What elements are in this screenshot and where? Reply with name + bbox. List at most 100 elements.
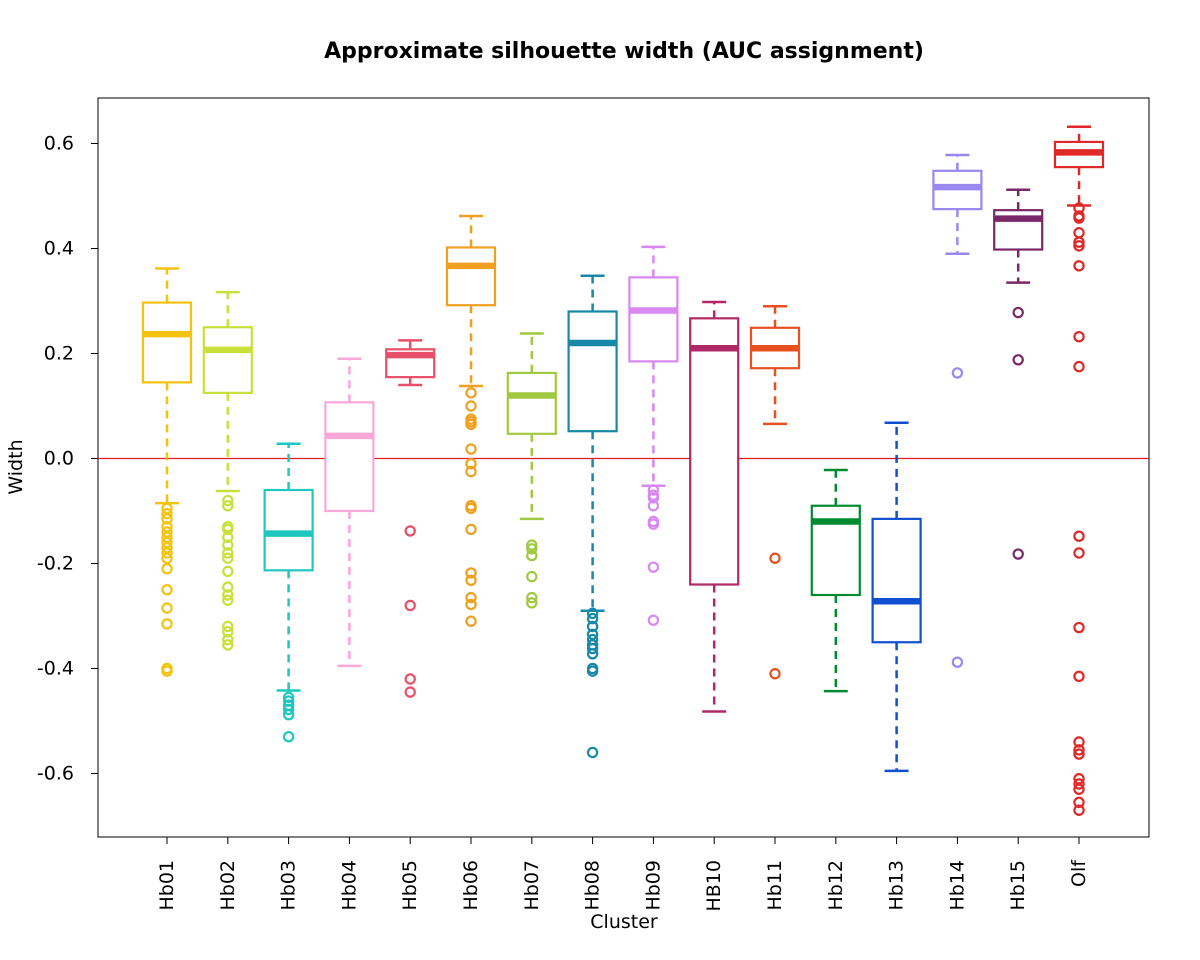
outlier-point <box>222 633 234 646</box>
outlier-point <box>465 387 477 399</box>
x-tick-label: Hb13 <box>886 860 908 911</box>
outlier-point <box>1073 240 1085 252</box>
outlier-point <box>1073 360 1085 373</box>
outlier-point <box>586 648 599 660</box>
outlier-point <box>161 513 173 525</box>
box-group <box>932 153 983 668</box>
x-tick-label: Hb06 <box>460 860 482 911</box>
outlier-point <box>1012 306 1024 319</box>
box-group <box>445 214 497 627</box>
outlier-point <box>1073 670 1085 683</box>
outlier-point <box>526 543 538 555</box>
x-tick-label: Hb02 <box>217 860 239 911</box>
outlier-point <box>161 665 173 677</box>
outlier-point <box>222 500 234 512</box>
box-group <box>1053 125 1105 816</box>
outlier-point <box>647 518 660 530</box>
box-group <box>749 305 801 680</box>
outlier-point <box>404 599 416 612</box>
outlier-point <box>1073 796 1085 809</box>
y-tick-label: -0.2 <box>37 553 74 575</box>
outlier-point <box>161 507 173 520</box>
outlier-point <box>769 552 781 564</box>
x-tick-label: Hb15 <box>1007 860 1029 911</box>
outlier-point <box>526 570 538 583</box>
outlier-point <box>161 536 173 549</box>
box <box>445 246 497 307</box>
outlier-point <box>222 565 234 578</box>
outlier-point <box>1073 778 1085 790</box>
outlier-point <box>526 591 538 604</box>
outlier-point <box>1073 547 1085 559</box>
box-group <box>628 245 679 626</box>
outlier-point <box>586 746 599 759</box>
outlier-point <box>526 539 538 551</box>
x-tick-label: Hb05 <box>399 860 421 911</box>
box-group <box>141 267 193 677</box>
box-group <box>506 332 557 609</box>
outlier-point <box>1073 260 1085 272</box>
outlier-point <box>647 614 660 626</box>
outlier-point <box>526 597 538 609</box>
outlier-point <box>586 620 599 633</box>
outlier-point <box>222 531 234 543</box>
outlier-point <box>1073 748 1085 760</box>
outlier-point <box>769 668 781 680</box>
outlier-point <box>647 500 660 512</box>
outlier-point <box>1073 804 1085 816</box>
box-group <box>810 468 861 693</box>
y-tick-label: 0.4 <box>44 238 74 260</box>
outlier-point <box>1073 621 1085 634</box>
y-tick-label: -0.6 <box>37 763 74 785</box>
outlier-point <box>161 531 173 543</box>
outlier-point <box>586 665 599 677</box>
outlier-point <box>161 552 173 564</box>
box <box>567 310 618 433</box>
outlier-point <box>161 584 173 596</box>
boxes-layer <box>141 125 1105 816</box>
outlier-point <box>222 539 234 551</box>
outlier-point <box>586 607 599 620</box>
outlier-point <box>404 673 416 685</box>
outlier-point <box>1073 773 1085 785</box>
outlier-point <box>951 656 964 668</box>
outlier-point <box>951 367 964 379</box>
outlier-point <box>465 574 477 587</box>
y-axis-title: Width <box>5 439 27 494</box>
x-tick-label: Hb12 <box>825 860 847 911</box>
y-tick-label: 0.6 <box>44 133 74 155</box>
outlier-point <box>465 567 477 579</box>
y-tick-label: 0.2 <box>44 343 74 365</box>
outlier-point <box>282 709 295 721</box>
box-group <box>993 188 1044 560</box>
outlier-point <box>1073 736 1085 748</box>
box <box>628 276 679 363</box>
outlier-point <box>1073 744 1085 756</box>
outlier-point <box>222 494 234 507</box>
outlier-point <box>282 691 295 704</box>
box-group <box>202 290 253 651</box>
outlier-point <box>465 502 477 515</box>
outlier-point <box>161 526 173 538</box>
outlier-point <box>1012 548 1024 560</box>
box-group <box>263 442 314 743</box>
x-tick-label: Hb11 <box>764 860 786 911</box>
box <box>202 326 253 394</box>
box-group <box>324 357 375 668</box>
outlier-point <box>465 418 477 431</box>
outlier-point <box>222 594 234 606</box>
outlier-point <box>161 618 173 630</box>
chart-title: Approximate silhouette width (AUC assign… <box>324 39 924 64</box>
y-tick-label: 0.0 <box>44 448 74 470</box>
outlier-point <box>161 602 173 614</box>
outlier-point <box>222 626 234 638</box>
outlier-point <box>1012 354 1024 366</box>
outlier-point <box>161 542 173 554</box>
box <box>324 401 375 513</box>
outlier-point <box>1073 236 1085 248</box>
box <box>871 517 922 644</box>
outlier-point <box>465 443 477 455</box>
x-tick-label: Hb03 <box>278 860 300 911</box>
y-axis: -0.6 -0.4 -0.2 0.0 0.2 0.4 0.6 <box>37 133 98 785</box>
x-tick-label: Hb04 <box>338 860 360 911</box>
